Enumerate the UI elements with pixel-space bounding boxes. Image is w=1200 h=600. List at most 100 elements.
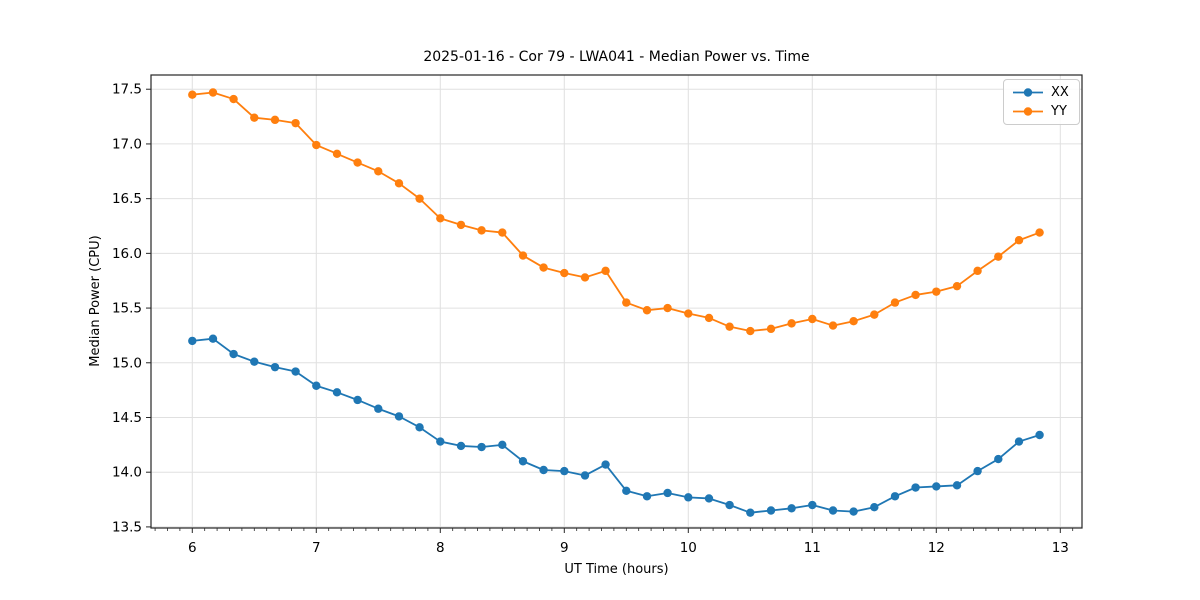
data-point-xx	[250, 357, 259, 366]
data-point-yy	[208, 88, 218, 97]
data-point-yy	[188, 90, 197, 99]
data-point-yy	[580, 273, 590, 282]
y-tick-label: 14.5	[112, 410, 142, 426]
y-tick-label: 16.0	[112, 246, 142, 262]
data-point-yy	[1014, 236, 1024, 245]
data-point-xx	[746, 508, 755, 517]
data-point-yy	[787, 319, 796, 328]
x-tick-label: 6	[188, 540, 197, 556]
data-point-xx	[787, 504, 796, 513]
data-point-yy	[808, 314, 817, 324]
y-tick-label: 15.5	[112, 301, 142, 317]
data-point-xx	[1014, 437, 1024, 446]
data-point-xx	[601, 460, 610, 469]
data-point-yy	[870, 310, 879, 319]
data-point-xx	[208, 334, 218, 343]
data-point-yy	[291, 118, 300, 128]
x-tick-label: 7	[312, 540, 321, 556]
x-tick-label: 11	[804, 540, 821, 556]
legend-label-xx: XX	[1051, 85, 1069, 100]
data-point-xx	[456, 441, 466, 451]
y-axis-label: Median Power (CPU)	[88, 235, 103, 367]
data-point-yy	[374, 167, 383, 176]
legend-marker-yy	[1013, 107, 1043, 116]
x-tick-label: 13	[1052, 540, 1069, 556]
y-tick-label: 17.5	[112, 82, 142, 98]
data-point-xx	[229, 349, 238, 359]
data-point-yy	[601, 266, 610, 276]
data-point-xx	[1035, 430, 1044, 440]
legend-label-yy: YY	[1051, 104, 1067, 119]
data-point-xx	[539, 465, 548, 475]
data-point-yy	[394, 179, 404, 188]
data-point-yy	[560, 268, 569, 278]
data-point-yy	[477, 226, 486, 235]
data-point-xx	[994, 454, 1003, 464]
data-point-yy	[332, 149, 342, 158]
legend-item-yy: YY	[1012, 104, 1069, 119]
data-point-yy	[539, 263, 548, 272]
y-tick-label: 13.5	[112, 519, 142, 535]
data-point-xx	[828, 506, 838, 515]
data-point-yy	[684, 309, 693, 318]
data-point-yy	[704, 313, 714, 323]
data-point-xx	[312, 381, 321, 390]
data-point-xx	[374, 404, 383, 413]
data-point-yy	[270, 115, 280, 125]
data-point-xx	[849, 507, 858, 516]
data-point-xx	[890, 492, 900, 501]
x-tick-label: 8	[436, 540, 445, 556]
data-point-yy	[622, 298, 631, 307]
data-point-yy	[994, 252, 1003, 261]
data-point-yy	[766, 324, 776, 334]
data-point-xx	[663, 488, 672, 498]
data-point-xx	[560, 466, 569, 476]
data-point-xx	[291, 367, 300, 376]
data-point-xx	[270, 362, 280, 372]
data-point-xx	[725, 500, 734, 510]
data-point-yy	[932, 287, 941, 296]
data-point-xx	[498, 440, 507, 450]
plot-border	[150, 74, 1083, 529]
x-tick-label: 10	[680, 540, 697, 556]
data-point-xx	[332, 388, 342, 397]
data-point-yy	[436, 214, 445, 223]
data-point-xx	[808, 500, 817, 510]
data-point-xx	[911, 483, 920, 492]
data-point-yy	[849, 316, 858, 326]
data-point-xx	[952, 481, 962, 490]
legend-marker-xx	[1013, 88, 1043, 97]
y-tick-label: 15.0	[112, 355, 142, 371]
data-point-yy	[229, 94, 238, 104]
data-point-xx	[932, 482, 941, 491]
data-point-xx	[704, 494, 714, 503]
y-tick-label: 17.0	[112, 136, 142, 152]
chart-title: 2025-01-16 - Cor 79 - LWA041 - Median Po…	[423, 49, 810, 65]
data-point-yy	[353, 158, 362, 167]
data-point-yy	[746, 326, 755, 336]
legend: XX YY	[1003, 79, 1080, 125]
data-point-xx	[622, 486, 631, 495]
data-point-yy	[456, 220, 466, 230]
data-point-yy	[663, 303, 672, 313]
data-point-xx	[870, 503, 879, 512]
data-point-yy	[250, 113, 259, 122]
data-point-xx	[436, 437, 445, 446]
legend-item-xx: XX	[1012, 85, 1069, 100]
data-point-xx	[415, 423, 424, 432]
data-point-yy	[828, 321, 838, 330]
data-point-yy	[312, 140, 321, 150]
data-point-xx	[518, 457, 528, 466]
x-axis-label: UT Time (hours)	[564, 562, 669, 577]
data-point-yy	[952, 281, 962, 291]
data-point-yy	[1035, 228, 1044, 237]
data-point-yy	[518, 251, 528, 260]
data-point-yy	[642, 306, 652, 315]
data-point-yy	[498, 228, 507, 237]
data-point-yy	[973, 266, 982, 276]
data-point-xx	[766, 506, 776, 515]
data-point-xx	[642, 492, 652, 501]
x-tick-label: 9	[560, 540, 569, 556]
